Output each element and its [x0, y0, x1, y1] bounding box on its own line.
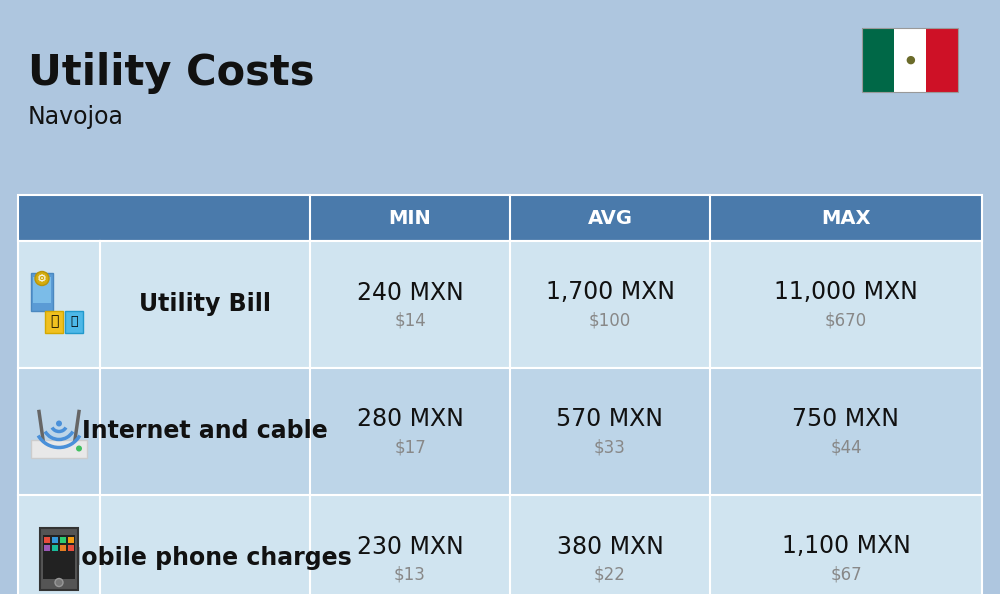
Text: $670: $670: [825, 311, 867, 330]
Text: 🔌: 🔌: [50, 314, 58, 328]
Bar: [18, 241, 982, 368]
Text: $67: $67: [830, 565, 862, 583]
Bar: [31, 440, 87, 457]
Text: $44: $44: [830, 438, 862, 457]
Bar: [44, 545, 50, 551]
Bar: [33, 276, 51, 302]
Bar: [862, 28, 894, 92]
Text: 750 MXN: 750 MXN: [792, 407, 900, 431]
Bar: [31, 273, 53, 311]
Text: ●: ●: [905, 55, 915, 65]
Text: $17: $17: [394, 438, 426, 457]
Circle shape: [76, 446, 82, 451]
Text: Navojoa: Navojoa: [28, 105, 124, 129]
Text: $100: $100: [589, 311, 631, 330]
Text: Utility Costs: Utility Costs: [28, 52, 314, 94]
Bar: [45, 311, 63, 333]
Text: 11,000 MXN: 11,000 MXN: [774, 280, 918, 305]
Text: $22: $22: [594, 565, 626, 583]
Text: $13: $13: [394, 565, 426, 583]
Circle shape: [56, 421, 62, 426]
Bar: [52, 545, 58, 551]
Text: 280 MXN: 280 MXN: [357, 407, 463, 431]
Circle shape: [55, 579, 63, 586]
Bar: [894, 28, 926, 92]
Text: $14: $14: [394, 311, 426, 330]
Text: 380 MXN: 380 MXN: [557, 535, 663, 558]
Text: 1,100 MXN: 1,100 MXN: [782, 535, 910, 558]
Text: 570 MXN: 570 MXN: [556, 407, 664, 431]
Text: $33: $33: [594, 438, 626, 457]
Bar: [18, 368, 982, 495]
Bar: [18, 195, 982, 241]
Bar: [18, 495, 982, 594]
Text: Mobile phone charges: Mobile phone charges: [58, 546, 352, 570]
Text: MIN: MIN: [389, 208, 431, 228]
Bar: [52, 536, 58, 542]
Bar: [43, 535, 75, 579]
Text: 1,700 MXN: 1,700 MXN: [546, 280, 674, 305]
Bar: [862, 28, 958, 92]
Text: 🚿: 🚿: [70, 315, 78, 328]
Bar: [65, 311, 83, 333]
Circle shape: [35, 271, 49, 286]
Text: 240 MXN: 240 MXN: [357, 280, 463, 305]
Bar: [926, 28, 958, 92]
Bar: [60, 545, 66, 551]
Text: 230 MXN: 230 MXN: [357, 535, 463, 558]
Bar: [68, 536, 74, 542]
Bar: [68, 545, 74, 551]
Text: AVG: AVG: [588, 208, 633, 228]
Bar: [40, 527, 78, 589]
Bar: [60, 536, 66, 542]
Text: Utility Bill: Utility Bill: [139, 292, 271, 317]
Text: ⚙: ⚙: [37, 273, 47, 283]
Bar: [44, 536, 50, 542]
Text: MAX: MAX: [821, 208, 871, 228]
Text: Internet and cable: Internet and cable: [82, 419, 328, 444]
